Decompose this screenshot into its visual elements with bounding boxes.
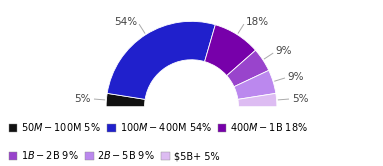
Wedge shape (238, 93, 277, 107)
Wedge shape (205, 25, 255, 76)
Text: 18%: 18% (246, 17, 268, 27)
Wedge shape (227, 50, 269, 87)
Text: 9%: 9% (288, 72, 304, 82)
Text: 5%: 5% (292, 94, 308, 104)
Text: 9%: 9% (276, 46, 292, 56)
Text: 5%: 5% (75, 94, 91, 104)
Legend: $1B-$2B 9%, $2B-$5B 9%, $5B+ 5%: $1B-$2B 9%, $2B-$5B 9%, $5B+ 5% (9, 149, 219, 161)
Text: 54%: 54% (115, 17, 137, 27)
Wedge shape (106, 93, 145, 107)
Wedge shape (234, 70, 276, 99)
Wedge shape (107, 21, 215, 99)
